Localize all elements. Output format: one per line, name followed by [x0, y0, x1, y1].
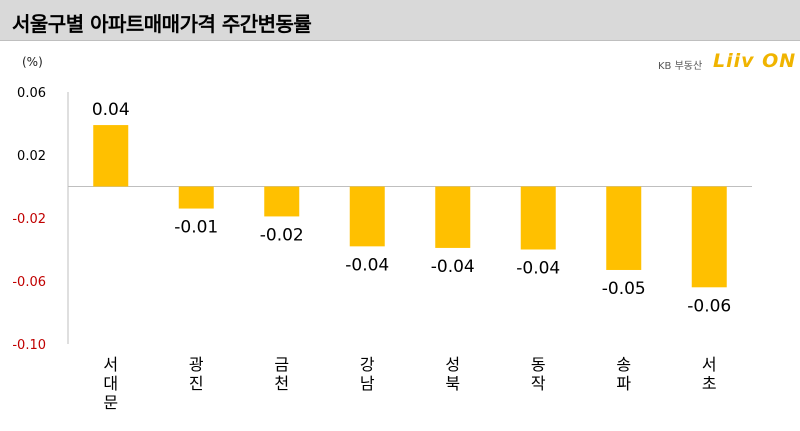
y-axis-unit-label: (%)	[22, 55, 43, 69]
bar	[435, 186, 471, 248]
data-label: -0.02	[260, 225, 304, 245]
bar	[178, 186, 214, 209]
title-bar: 서울구별 아파트매매가격 주간변동률	[0, 0, 800, 41]
y-tick-label: -0.06	[12, 275, 46, 290]
data-label: -0.05	[602, 279, 646, 299]
bar	[691, 186, 727, 288]
data-label: -0.04	[516, 259, 560, 279]
liiv-on-logo-text: Liiv ON	[713, 50, 797, 72]
y-tick-label: 0.02	[17, 149, 46, 164]
data-label: -0.01	[174, 218, 218, 238]
kb-logo-text: KB 부동산	[658, 61, 703, 72]
data-label: -0.04	[345, 255, 389, 275]
data-label: 0.04	[92, 100, 130, 120]
y-tick-label: -0.10	[12, 338, 46, 353]
chart-title: 서울구별 아파트매매가격 주간변동률	[12, 12, 312, 36]
bar	[93, 125, 129, 187]
bar	[520, 186, 556, 250]
bar	[349, 186, 385, 247]
data-label: -0.04	[431, 257, 475, 277]
y-tick-label: 0.06	[17, 86, 46, 101]
bar	[264, 186, 300, 217]
kb-liiv-on-logo: KB 부동산 Liiv ON	[658, 48, 795, 76]
y-tick-label: -0.02	[12, 212, 46, 227]
data-label: -0.06	[687, 296, 731, 316]
bar	[606, 186, 642, 270]
